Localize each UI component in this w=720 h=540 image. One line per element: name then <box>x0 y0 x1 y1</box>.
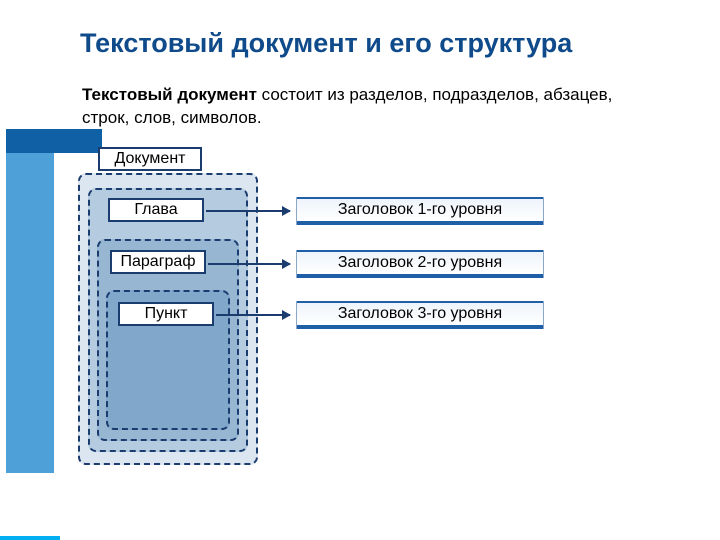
arrow-1 <box>206 210 290 212</box>
deco-band-thin <box>6 153 54 473</box>
heading-2-box: Заголовок 2-го уровня <box>296 250 544 278</box>
level-2-label: Параграф <box>110 250 206 274</box>
heading-3-box: Заголовок 3-го уровня <box>296 301 544 329</box>
level-3-label: Пункт <box>118 302 214 326</box>
arrow-3 <box>216 314 290 316</box>
heading-1-box: Заголовок 1-го уровня <box>296 197 544 225</box>
arrow-2 <box>208 263 290 265</box>
page-title: Текстовый документ и его структура <box>80 28 572 59</box>
page-subtitle: Текстовый документ состоит из разделов, … <box>82 84 642 130</box>
deco-band-wide <box>6 129 102 153</box>
deco-corner <box>0 536 60 540</box>
subtitle-bold: Текстовый документ <box>82 85 257 104</box>
document-label: Документ <box>98 147 202 171</box>
level-1-label: Глава <box>108 198 204 222</box>
